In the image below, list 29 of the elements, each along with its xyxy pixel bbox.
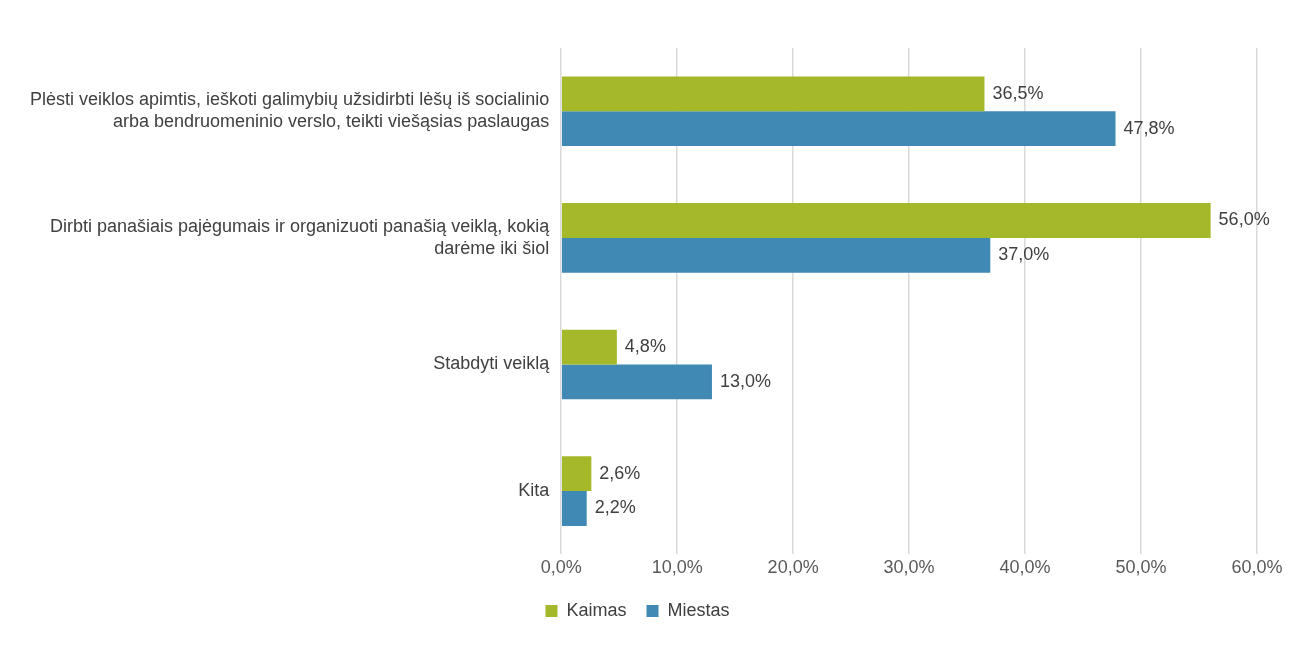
data-label: 13,0% (719, 370, 771, 391)
bar (561, 456, 592, 492)
x-tick-label: 40,0% (999, 557, 1051, 578)
bar (561, 76, 985, 112)
data-label: 36,5% (992, 82, 1044, 103)
x-tick-label: 30,0% (883, 557, 935, 578)
legend-label: Miestas (667, 599, 730, 620)
legend-label: Kaimas (566, 599, 627, 620)
x-tick-label: 20,0% (767, 557, 819, 578)
data-label: 4,8% (624, 336, 666, 357)
data-label: 37,0% (998, 244, 1050, 265)
y-tick-label: Dirbti panašiais pajėgumais ir organizuoti panašią veiklą, kokią darėme iki šiol (49, 216, 551, 258)
data-label: 47,8% (1123, 117, 1175, 138)
bar (561, 111, 1116, 147)
data-label: 2,2% (594, 497, 636, 518)
y-tick-label: Plėsti veiklos apimtis, ieškoti galimybių užsidirbti lėšų iš socialinio arba bendruomeninio verslo, teikti viešąsias paslaugas (29, 89, 550, 132)
data-label: 2,6% (599, 462, 641, 483)
bar (561, 364, 712, 400)
x-tick-label: 50,0% (1115, 557, 1167, 578)
x-tick-label: 10,0% (651, 557, 703, 578)
bar (561, 329, 617, 365)
bar (561, 203, 1211, 238)
bar (561, 491, 587, 526)
y-tick-label: Stabdyti veiklą (433, 353, 551, 374)
x-tick-label: 60,0% (1231, 557, 1283, 578)
y-tick-label: Kita (518, 480, 551, 501)
bar (561, 237, 991, 273)
data-label: 56,0% (1218, 209, 1270, 230)
x-tick-label: 0,0% (540, 557, 582, 578)
